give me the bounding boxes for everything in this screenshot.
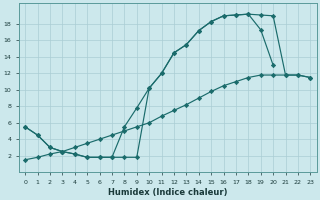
X-axis label: Humidex (Indice chaleur): Humidex (Indice chaleur) [108, 188, 228, 197]
